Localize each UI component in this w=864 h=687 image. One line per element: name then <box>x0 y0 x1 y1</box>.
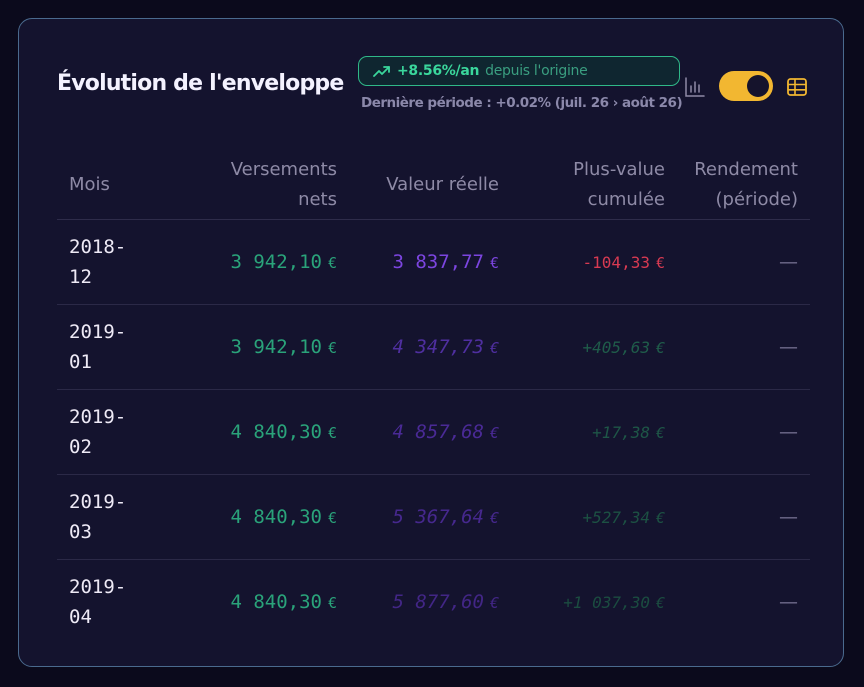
period-yield-cell: — <box>677 389 810 475</box>
card-title: Évolution de l'enveloppe <box>57 71 344 96</box>
cumulative-gain-cell: +405,63 € <box>511 304 677 390</box>
annual-rate-badge: +8.56%/an depuis l'origine <box>358 56 680 86</box>
period-yield-cell: — <box>677 474 810 560</box>
net-deposits-cell: 4 840,30 € <box>173 474 349 560</box>
envelope-evolution-card: Évolution de l'enveloppe +8.56%/an depui… <box>18 18 844 667</box>
real-value-cell: 5 367,64 € <box>349 474 511 560</box>
period-yield-cell: — <box>779 591 798 613</box>
bar-chart-icon[interactable] <box>684 76 706 98</box>
month-cell: 2019- 02 <box>57 389 173 475</box>
table-row: 2019- 03 4 840,30 € 5 367,64 € +527,34 € — <box>57 474 810 560</box>
month-cell: 2018- 12 <box>57 219 173 305</box>
annual-rate: +8.56%/an <box>397 63 480 79</box>
table-row: 2019- 02 4 840,30 € 4 857,68 € +17,38 € — <box>57 389 810 475</box>
month-cell: 2019- 01 <box>57 304 173 390</box>
cumulative-gain-cell: +527,34 € <box>511 474 677 560</box>
table-row: 2018- 12 3 942,10 € 3 837,77 € -104,33 € — <box>57 219 810 305</box>
real-value-cell: 5 877,60 € <box>392 591 499 613</box>
cumulative-gain-cell: +1 037,30 € <box>563 592 665 612</box>
header-cumulative-gain: Plus-value cumulée <box>511 149 677 220</box>
table-row: 2019- 01 3 942,10 € 4 347,73 € +405,63 € — <box>57 304 810 390</box>
annual-rate-since: depuis l'origine <box>485 63 588 79</box>
net-deposits-cell: 3 942,10 € <box>173 304 349 390</box>
month-cell: 2019- 04 <box>69 576 127 628</box>
period-yield-cell: — <box>677 304 810 390</box>
last-period-summary: Dernière période : +0.02% (juil. 26 › ao… <box>361 95 683 111</box>
view-toggle[interactable] <box>719 71 773 101</box>
real-value-cell: 3 837,77 € <box>349 219 511 305</box>
month-cell: 2019- 03 <box>57 474 173 560</box>
real-value-cell: 4 857,68 € <box>349 389 511 475</box>
table-icon[interactable] <box>785 75 809 99</box>
header-real-value: Valeur réelle <box>349 149 511 220</box>
evolution-table: Mois Versements nets Valeur réelle Plus-v… <box>57 149 810 644</box>
header-net-deposits: Versements nets <box>173 149 349 220</box>
cumulative-gain-cell: -104,33 € <box>511 219 677 305</box>
period-yield-cell: — <box>677 219 810 305</box>
real-value-cell: 4 347,73 € <box>349 304 511 390</box>
net-deposits-cell: 4 840,30 € <box>173 389 349 475</box>
header-month: Mois <box>57 149 173 220</box>
table-header-row: Mois Versements nets Valeur réelle Plus-v… <box>57 149 810 220</box>
net-deposits-cell: 4 840,30 € <box>230 591 337 613</box>
header-period-yield: Rendement (période) <box>677 149 810 220</box>
cumulative-gain-cell: +17,38 € <box>511 389 677 475</box>
view-toggle-knob <box>747 75 769 97</box>
trend-up-icon <box>373 66 390 77</box>
table-row: 2019- 04 4 840,30 € 5 877,60 € +1 037,30 € — <box>57 560 810 645</box>
net-deposits-cell: 3 942,10 € <box>173 219 349 305</box>
